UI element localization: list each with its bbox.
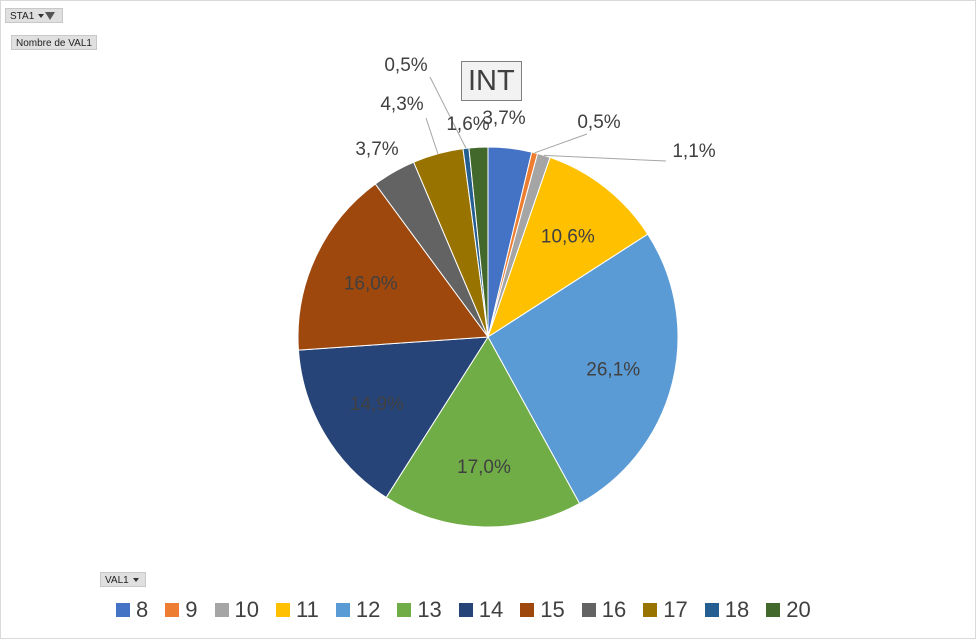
legend-label-14: 14 (478, 597, 504, 622)
data-label-10: 1,1% (672, 141, 715, 162)
data-label-11: 10,6% (541, 226, 595, 247)
legend-label-8: 8 (136, 597, 149, 622)
legend-item-8: 8 (116, 597, 148, 623)
legend-swatch-16 (581, 603, 596, 617)
data-label-17: 4,3% (380, 94, 423, 115)
legend-swatch-18 (704, 603, 719, 617)
value-field-button[interactable]: Nombre de VAL1 (11, 35, 97, 50)
axis-field-label: VAL1 (105, 575, 129, 586)
pie-slice-14 (297, 336, 489, 499)
legend-label-10: 10 (234, 597, 259, 622)
axis-field-button[interactable]: VAL1 (100, 572, 146, 587)
chart-legend: 8 9 10 11 12 13 14 15 16 17 18 20 (116, 597, 811, 623)
legend-item-10: 10 (214, 597, 259, 623)
legend-item-15: 15 (520, 597, 565, 623)
legend-swatch-17 (643, 603, 658, 617)
pie-slice-12 (487, 233, 679, 505)
legend-label-17: 17 (663, 597, 688, 622)
legend-swatch-15 (520, 603, 535, 617)
legend-label-12: 12 (355, 597, 381, 622)
filter-icon (45, 12, 56, 21)
pie-slice-20 (468, 146, 489, 338)
legend-swatch-12 (335, 603, 350, 617)
filter-field-button[interactable]: STA1 (5, 8, 63, 23)
legend-swatch-10 (214, 603, 229, 617)
legend-item-14: 14 (458, 597, 504, 623)
pie-slice-13 (385, 336, 581, 528)
leader-line-10 (543, 154, 667, 162)
legend-item-17: 17 (643, 597, 688, 623)
legend-item-16: 16 (581, 597, 627, 623)
legend-swatch-11 (275, 603, 290, 617)
pie-slice-11 (487, 156, 649, 339)
legend-item-11: 11 (275, 597, 319, 623)
data-label-14: 14,9% (350, 394, 404, 415)
data-label-15: 16,0% (344, 274, 398, 295)
chart-title: INT (461, 61, 522, 101)
data-label-16: 3,7% (355, 139, 398, 160)
legend-item-9: 9 (165, 597, 198, 623)
dropdown-arrow-icon (132, 578, 139, 583)
legend-item-13: 13 (397, 597, 442, 623)
legend-item-20: 20 (766, 597, 811, 623)
leader-line-9 (534, 133, 588, 154)
legend-item-12: 12 (335, 597, 381, 623)
legend-swatch-14 (458, 603, 473, 617)
legend-label-11: 11 (295, 597, 319, 622)
value-field-label: Nombre de VAL1 (16, 38, 92, 49)
data-label-13: 17,0% (457, 457, 511, 478)
leader-line-18 (429, 76, 467, 149)
legend-label-16: 16 (601, 597, 627, 622)
legend-swatch-9 (165, 603, 180, 617)
legend-label-18: 18 (724, 597, 750, 622)
legend-swatch-13 (397, 603, 412, 617)
pie-slice-15 (297, 183, 489, 351)
leader-line-17 (425, 117, 439, 154)
legend-label-20: 20 (786, 597, 811, 622)
data-label-12: 26,1% (586, 360, 640, 381)
legend-label-13: 13 (417, 597, 442, 622)
legend-label-9: 9 (185, 597, 198, 622)
data-label-20: 1,6% (446, 114, 489, 135)
filter-field-label: STA1 (10, 11, 35, 22)
data-label-8: 3,7% (482, 108, 525, 129)
legend-label-15: 15 (540, 597, 565, 622)
legend-swatch-20 (766, 603, 781, 617)
dropdown-arrow-icon (38, 14, 45, 19)
legend-item-18: 18 (704, 597, 750, 623)
data-label-18: 0,5% (384, 55, 427, 76)
legend-swatch-8 (116, 603, 130, 617)
data-label-9: 0,5% (577, 112, 620, 133)
